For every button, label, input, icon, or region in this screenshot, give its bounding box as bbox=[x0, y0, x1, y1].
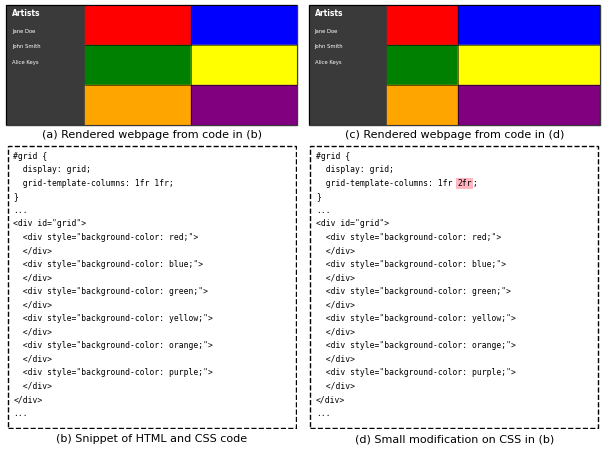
Text: Alice Keys: Alice Keys bbox=[315, 60, 341, 65]
Text: grid-template-columns: 1fr: grid-template-columns: 1fr bbox=[316, 179, 458, 188]
Text: #grid {: #grid { bbox=[316, 152, 350, 161]
Bar bbox=[191, 84, 297, 125]
Text: <div style="background-color: yellow;">: <div style="background-color: yellow;"> bbox=[316, 314, 516, 323]
Text: <div style="background-color: purple;">: <div style="background-color: purple;"> bbox=[316, 368, 516, 377]
FancyBboxPatch shape bbox=[310, 146, 599, 428]
Text: </div>: </div> bbox=[316, 274, 355, 282]
Text: <div style="background-color: blue;">: <div style="background-color: blue;"> bbox=[13, 260, 204, 269]
Bar bbox=[191, 5, 297, 44]
Text: <div style="background-color: orange;">: <div style="background-color: orange;"> bbox=[13, 341, 213, 350]
Text: </div>: </div> bbox=[13, 301, 52, 310]
Bar bbox=[191, 44, 297, 84]
Bar bbox=[387, 5, 458, 44]
Text: }: } bbox=[13, 192, 18, 202]
Text: </div>: </div> bbox=[316, 382, 355, 391]
Text: </div>: </div> bbox=[13, 328, 52, 336]
Bar bbox=[387, 84, 458, 125]
Text: </div>: </div> bbox=[13, 274, 52, 282]
Text: (b) Snippet of HTML and CSS code: (b) Snippet of HTML and CSS code bbox=[56, 434, 247, 444]
Text: Artists: Artists bbox=[12, 10, 41, 18]
Bar bbox=[458, 44, 600, 84]
Text: #grid {: #grid { bbox=[13, 152, 47, 161]
Text: Jane Doe: Jane Doe bbox=[12, 29, 35, 34]
Text: <div style="background-color: green;">: <div style="background-color: green;"> bbox=[13, 287, 208, 296]
Text: (d) Small modification on CSS in (b): (d) Small modification on CSS in (b) bbox=[355, 434, 554, 444]
Text: }: } bbox=[316, 192, 321, 202]
Text: </div>: </div> bbox=[13, 395, 42, 404]
Text: (a) Rendered webpage from code in (b): (a) Rendered webpage from code in (b) bbox=[42, 130, 262, 140]
Text: <div style="background-color: red;">: <div style="background-color: red;"> bbox=[316, 233, 501, 242]
Text: <div style="background-color: orange;">: <div style="background-color: orange;"> bbox=[316, 341, 516, 350]
Text: 2fr: 2fr bbox=[458, 179, 472, 188]
Text: <div id="grid">: <div id="grid"> bbox=[316, 219, 389, 228]
Bar bbox=[85, 44, 191, 84]
Text: John Smith: John Smith bbox=[12, 44, 41, 49]
Bar bbox=[458, 84, 600, 125]
Text: </div>: </div> bbox=[13, 247, 52, 256]
Text: display: grid;: display: grid; bbox=[316, 165, 394, 174]
Text: <div style="background-color: yellow;">: <div style="background-color: yellow;"> bbox=[13, 314, 213, 323]
Text: <div style="background-color: purple;">: <div style="background-color: purple;"> bbox=[13, 368, 213, 377]
Text: (c) Rendered webpage from code in (d): (c) Rendered webpage from code in (d) bbox=[345, 130, 564, 140]
Text: </div>: </div> bbox=[316, 395, 345, 404]
Text: </div>: </div> bbox=[316, 247, 355, 256]
Text: </div>: </div> bbox=[316, 301, 355, 310]
Text: <div id="grid">: <div id="grid"> bbox=[13, 219, 87, 228]
Bar bbox=[458, 5, 600, 44]
Text: <div style="background-color: green;">: <div style="background-color: green;"> bbox=[316, 287, 511, 296]
Text: <div style="background-color: red;">: <div style="background-color: red;"> bbox=[13, 233, 199, 242]
Text: John Smith: John Smith bbox=[315, 44, 343, 49]
FancyBboxPatch shape bbox=[7, 146, 296, 428]
Text: </div>: </div> bbox=[316, 355, 355, 364]
Text: </div>: </div> bbox=[316, 328, 355, 336]
Text: </div>: </div> bbox=[13, 355, 52, 364]
Text: Jane Doe: Jane Doe bbox=[315, 29, 338, 34]
Text: </div>: </div> bbox=[13, 382, 52, 391]
Text: ...: ... bbox=[316, 409, 331, 418]
Text: grid-template-columns: 1fr 1fr;: grid-template-columns: 1fr 1fr; bbox=[13, 179, 174, 188]
Text: ...: ... bbox=[316, 206, 331, 215]
Text: <div style="background-color: blue;">: <div style="background-color: blue;"> bbox=[316, 260, 506, 269]
Text: Alice Keys: Alice Keys bbox=[12, 60, 39, 65]
Bar bbox=[85, 84, 191, 125]
Text: ;: ; bbox=[472, 179, 477, 188]
Bar bbox=[387, 44, 458, 84]
Bar bbox=[85, 5, 191, 44]
Text: ...: ... bbox=[13, 206, 28, 215]
Text: ...: ... bbox=[13, 409, 28, 418]
Text: Artists: Artists bbox=[315, 10, 343, 18]
Text: display: grid;: display: grid; bbox=[13, 165, 92, 174]
